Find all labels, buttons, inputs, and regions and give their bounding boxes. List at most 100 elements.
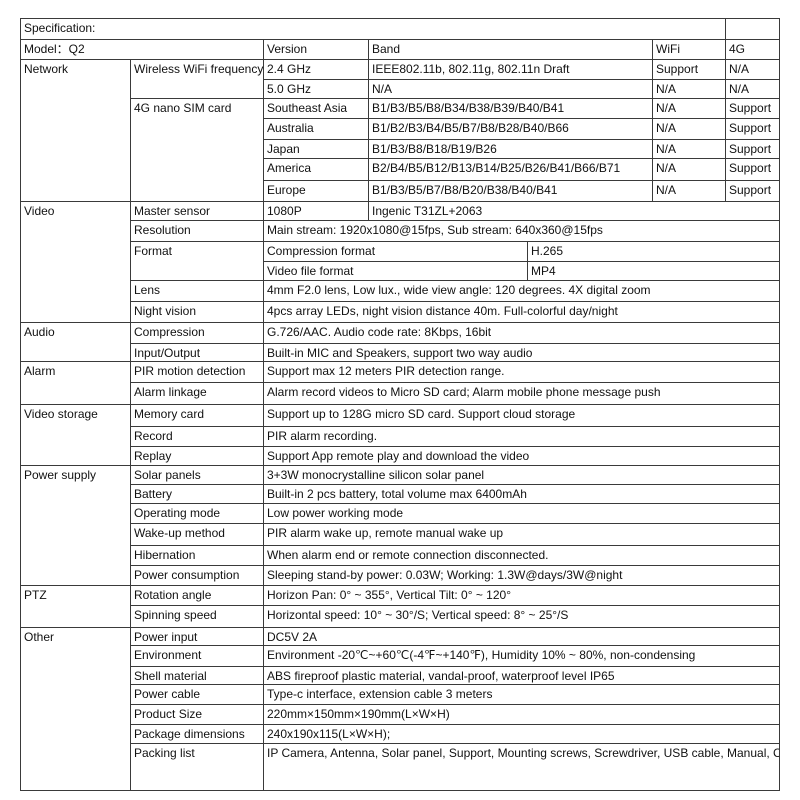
spec-name: Power input xyxy=(130,627,264,646)
spec-name: Solar panels xyxy=(130,465,264,485)
version-cell: Europe xyxy=(263,180,369,202)
spec-value: Support up to 128G micro SD card. Suppor… xyxy=(263,404,780,427)
table-row: Video Master sensor 1080P Ingenic T31ZL+206… xyxy=(20,201,780,323)
spec-name: Packing list xyxy=(130,743,264,791)
format-value: MP4 xyxy=(527,261,780,281)
band-header: Band xyxy=(368,39,653,60)
spec-value: 3+3W monocrystalline silicon solar panel xyxy=(263,465,780,485)
4g-cell: Support xyxy=(725,180,780,202)
wifi-header: WiFi xyxy=(652,39,726,60)
version-cell: Australia xyxy=(263,118,369,140)
spec-value: Horizontal speed: 10° ~ 30°/S; Vertical … xyxy=(263,605,780,628)
model-label: Model：Q2 xyxy=(20,39,264,60)
table-row: Europe B1/B3/B5/B7/B8/B20/B38/B40/B41 N/A S… xyxy=(21,180,780,202)
spec-value: Support max 12 meters PIR detection rang… xyxy=(263,361,780,383)
4g-cell: Support xyxy=(725,98,780,119)
spec-value: 4pcs array LEDs, night vision distance 4… xyxy=(263,301,780,323)
spec-value: Alarm record videos to Micro SD card; Al… xyxy=(263,382,780,405)
table-row: Video storage Memory card Support up to 12… xyxy=(20,404,780,466)
table-row: Video file format MP4 xyxy=(21,261,780,281)
table-row: Product Size 220mm×150mm×190mm(L×W×H) xyxy=(21,704,780,725)
spec-value: 240x190x115(L×W×H); xyxy=(263,724,780,744)
spec-name: Spinning speed xyxy=(130,605,264,628)
spec-name: Night vision xyxy=(130,301,264,323)
4g-cell: N/A xyxy=(725,79,780,99)
spec-name: Replay xyxy=(130,446,264,466)
table-row: Japan B1/B3/B8/B18/B19/B26 N/A Support xyxy=(21,139,780,159)
table-row: Power consumption Sleeping stand-by power… xyxy=(21,565,780,586)
spec-value: PIR alarm recording. xyxy=(263,426,780,447)
band-cell: B1/B2/B3/B4/B5/B7/B8/B28/B40/B66 xyxy=(368,118,653,140)
spec-name: Compression xyxy=(130,322,264,344)
band-cell: B1/B3/B5/B7/B8/B20/B38/B40/B41 xyxy=(368,180,653,202)
table-row: Environment Environment -20℃~+60℃(-4℉~+14… xyxy=(21,645,780,667)
band-cell: IEEE802.11b, 802.11g, 802.11n Draft xyxy=(368,59,653,80)
section-label-other: Other xyxy=(20,627,131,791)
empty-cell xyxy=(725,18,780,40)
header-row: Model：Q2 Version Band WiFi 4G xyxy=(20,39,780,60)
band-cell: B2/B4/B5/B12/B13/B14/B25/B26/B41/B66/B71 xyxy=(368,158,653,181)
spec-name: Hibernation xyxy=(130,545,264,566)
spec-name: Lens xyxy=(130,280,264,302)
version-cell: America xyxy=(263,158,369,181)
spec-value: Main stream: 1920x1080@15fps, Sub stream… xyxy=(263,220,780,242)
spec-name: Format xyxy=(130,241,264,281)
format-value: H.265 xyxy=(527,241,780,262)
spec-title: Specification: xyxy=(20,18,726,40)
table-row: America B2/B4/B5/B12/B13/B14/B25/B26/B41/… xyxy=(21,158,780,181)
spec-name: Power consumption xyxy=(130,565,264,586)
table-row: PTZ Rotation angle Horizon Pan: 0° ~ 355°,… xyxy=(20,585,780,628)
4g-cell: Support xyxy=(725,139,780,159)
section-label-video: Video xyxy=(20,201,131,323)
table-row: Audio Compression G.726/AAC. Audio code ra… xyxy=(20,322,780,362)
spec-value: DC5V 2A xyxy=(263,627,780,646)
spec-name: Operating mode xyxy=(130,503,264,524)
wifi-cell: Support xyxy=(652,59,726,80)
spec-value: IP Camera, Antenna, Solar panel, Support… xyxy=(263,743,780,791)
table-row: Power supply Solar panels 3+3W monocrystal… xyxy=(20,465,780,586)
table-row: Record PIR alarm recording. xyxy=(21,426,780,447)
table-row: Australia B1/B2/B3/B4/B5/B7/B8/B28/B40/B6… xyxy=(21,118,780,140)
table-row: Wake-up method PIR alarm wake up, remote … xyxy=(21,523,780,546)
spec-name: Product Size xyxy=(130,704,264,725)
wifi-frequency-label: Wireless WiFi frequency xyxy=(130,59,264,99)
title-row: Specification: xyxy=(20,18,780,40)
spec-name: Record xyxy=(130,426,264,447)
spec-name: Master sensor xyxy=(130,201,264,221)
band-cell: B1/B3/B5/B8/B34/B38/B39/B40/B41 xyxy=(368,98,653,119)
wifi-cell: N/A xyxy=(652,118,726,140)
version-cell: Japan xyxy=(263,139,369,159)
spec-name: Wake-up method xyxy=(130,523,264,546)
spec-value: Horizon Pan: 0° ~ 355°, Vertical Tilt: 0… xyxy=(263,585,780,606)
spec-name: Rotation angle xyxy=(130,585,264,606)
table-row: 4G nano SIM card Southeast Asia B1/B3/B5/B… xyxy=(21,98,780,202)
spec-value: Built-in MIC and Speakers, support two w… xyxy=(263,343,780,362)
4g-header: 4G xyxy=(725,39,780,60)
table-row: Network Wireless WiFi frequency 2.4 GHz IEE… xyxy=(20,59,780,202)
table-row: Package dimensions 240x190x115(L×W×H); xyxy=(21,724,780,744)
section-label-network: Network xyxy=(20,59,131,202)
spec-value: ABS fireproof plastic material, vandal-p… xyxy=(263,666,780,685)
version-cell: 2.4 GHz xyxy=(263,59,369,80)
spec-value: G.726/AAC. Audio code rate: 8Kbps, 16bit xyxy=(263,322,780,344)
specification-table: Specification: Model：Q2 Version Band WiF… xyxy=(20,18,780,791)
section-label-alarm: Alarm xyxy=(20,361,131,405)
spec-value: Environment -20℃~+60℃(-4℉~+140℉), Humidi… xyxy=(263,645,780,667)
table-row: Shell material ABS fireproof plastic mate… xyxy=(21,666,780,685)
spec-name: Input/Output xyxy=(130,343,264,362)
table-row: Format Compression format H.265 xyxy=(21,241,780,281)
spec-value: Built-in 2 pcs battery, total volume max… xyxy=(263,484,780,504)
table-row: Replay Support App remote play and downlo… xyxy=(21,446,780,466)
wifi-cell: N/A xyxy=(652,158,726,181)
table-row: Battery Built-in 2 pcs battery, total vol… xyxy=(21,484,780,504)
section-label-ptz: PTZ xyxy=(20,585,131,628)
table-row: Alarm linkage Alarm record videos to Micr… xyxy=(21,382,780,405)
spec-value: PIR alarm wake up, remote manual wake up xyxy=(263,523,780,546)
spec-value: Type-c interface, extension cable 3 mete… xyxy=(263,684,780,705)
table-row: Spinning speed Horizontal speed: 10° ~ 30… xyxy=(21,605,780,628)
4g-cell: Support xyxy=(725,158,780,181)
spec-value: When alarm end or remote connection disc… xyxy=(263,545,780,566)
wifi-cell: N/A xyxy=(652,139,726,159)
section-label-audio: Audio xyxy=(20,322,131,362)
spec-name: PIR motion detection xyxy=(130,361,264,383)
